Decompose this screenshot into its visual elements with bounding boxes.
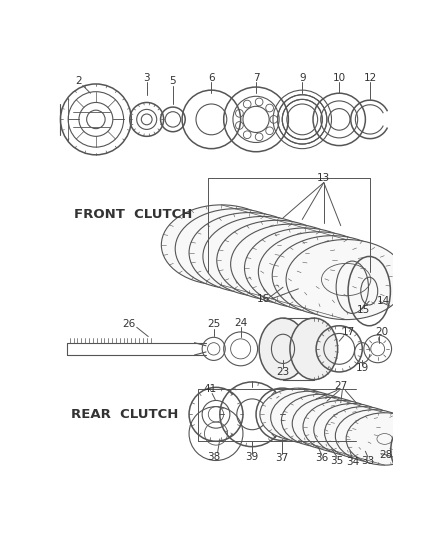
Text: 28: 28 [379, 450, 392, 460]
Text: 13: 13 [317, 173, 330, 183]
Text: 33: 33 [361, 456, 374, 465]
Text: 3: 3 [143, 73, 150, 83]
Text: 23: 23 [276, 367, 290, 377]
Ellipse shape [189, 213, 309, 293]
Ellipse shape [336, 410, 412, 462]
Ellipse shape [259, 318, 307, 379]
Text: REAR  CLUTCH: REAR CLUTCH [71, 408, 179, 421]
Text: 41: 41 [203, 384, 216, 394]
Ellipse shape [258, 232, 378, 312]
Text: 2: 2 [76, 76, 82, 86]
Ellipse shape [260, 388, 337, 440]
Ellipse shape [203, 216, 323, 296]
Text: 20: 20 [375, 327, 388, 337]
Ellipse shape [314, 403, 391, 456]
Text: 16: 16 [257, 294, 270, 304]
Ellipse shape [272, 236, 392, 316]
Text: 12: 12 [364, 73, 377, 83]
Text: 14: 14 [377, 296, 390, 306]
Text: FRONT  CLUTCH: FRONT CLUTCH [74, 208, 192, 221]
Text: 5: 5 [170, 76, 176, 86]
Ellipse shape [175, 209, 295, 289]
Ellipse shape [303, 400, 380, 453]
Ellipse shape [231, 224, 351, 304]
Text: 35: 35 [330, 456, 343, 465]
Text: 38: 38 [207, 451, 220, 462]
Ellipse shape [325, 407, 402, 459]
Ellipse shape [346, 413, 423, 465]
Text: 24: 24 [234, 318, 247, 328]
Text: 34: 34 [346, 457, 359, 467]
Text: 37: 37 [276, 453, 289, 463]
Ellipse shape [217, 220, 337, 301]
Text: 27: 27 [334, 381, 347, 391]
Ellipse shape [244, 228, 364, 308]
Text: 39: 39 [246, 451, 259, 462]
Text: 6: 6 [208, 73, 215, 83]
Text: 36: 36 [315, 453, 328, 463]
Text: 25: 25 [207, 319, 220, 329]
Text: 15: 15 [357, 305, 371, 316]
Ellipse shape [292, 398, 369, 450]
Ellipse shape [290, 318, 338, 379]
Text: 9: 9 [299, 73, 306, 83]
Text: 17: 17 [342, 327, 355, 337]
Text: 26: 26 [122, 319, 136, 329]
Text: 19: 19 [356, 363, 369, 373]
Ellipse shape [286, 239, 406, 320]
Text: 10: 10 [332, 73, 346, 83]
Ellipse shape [282, 394, 358, 447]
Text: 7: 7 [253, 73, 259, 83]
Ellipse shape [161, 205, 282, 285]
Ellipse shape [271, 391, 348, 443]
